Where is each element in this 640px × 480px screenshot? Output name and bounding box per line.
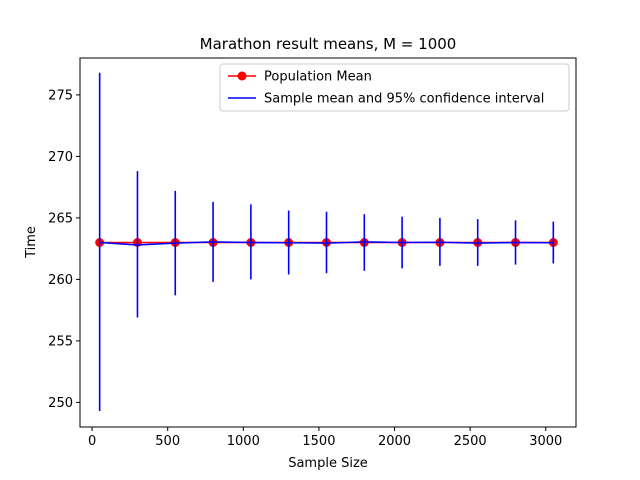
y-tick-label: 265 <box>48 211 73 226</box>
y-tick-label: 275 <box>48 88 73 103</box>
x-tick-label: 0 <box>88 434 96 449</box>
axes-frame <box>79 57 577 428</box>
sample-mean-line <box>99 241 554 246</box>
plot-area <box>95 72 558 412</box>
x-tick-label: 500 <box>155 434 180 449</box>
legend-population-label: Population Mean <box>264 70 372 85</box>
legend-population-marker <box>237 71 247 81</box>
y-tick-label: 255 <box>48 334 73 349</box>
y-tick-label: 260 <box>48 273 73 288</box>
x-axis-label: Sample Size <box>288 456 368 471</box>
axes: 0 500 1000 1500 2000 2500 3000 250 255 260 265 270 2… <box>48 57 577 449</box>
x-tick-label: 2000 <box>378 434 411 449</box>
x-tick-label: 3000 <box>529 434 562 449</box>
y-tick-label: 270 <box>48 150 73 165</box>
x-tick-label: 1500 <box>302 434 335 449</box>
legend-box <box>219 63 570 112</box>
y-tick-label: 250 <box>48 396 73 411</box>
y-axis-label: Time <box>24 226 39 259</box>
chart-title: Marathon result means, M = 1000 <box>200 35 457 53</box>
legend: Population Mean Sample mean and 95% confi… <box>219 63 570 112</box>
x-tick-label: 1000 <box>227 434 260 449</box>
legend-sample-label: Sample mean and 95% confidence interval <box>264 92 544 107</box>
x-tick-label: 2500 <box>454 434 487 449</box>
